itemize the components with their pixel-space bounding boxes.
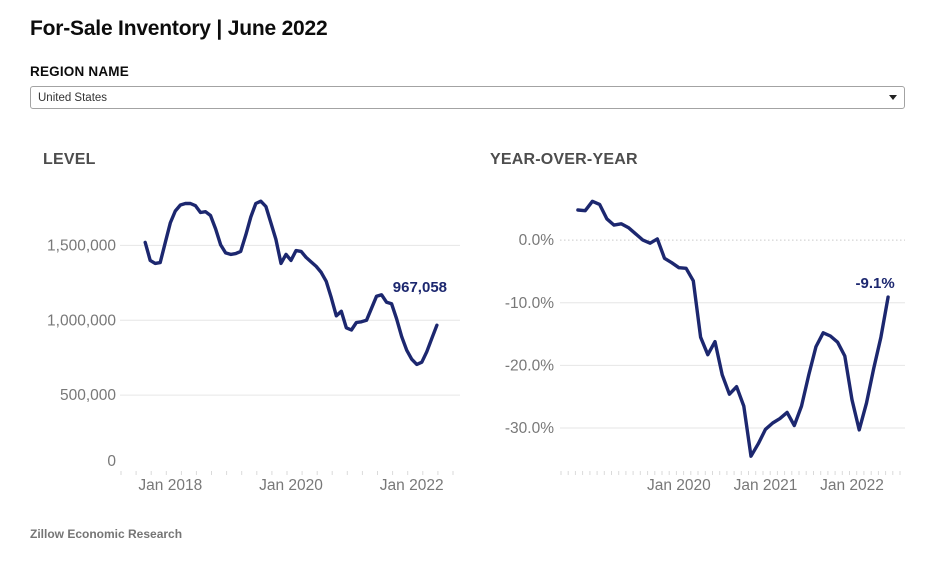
svg-text:967,058: 967,058 bbox=[393, 279, 447, 296]
svg-text:Jan 2018: Jan 2018 bbox=[138, 477, 202, 494]
svg-text:Jan 2022: Jan 2022 bbox=[820, 477, 884, 494]
svg-text:Jan 2022: Jan 2022 bbox=[380, 477, 444, 494]
svg-text:0.0%: 0.0% bbox=[519, 232, 555, 249]
svg-text:-30.0%: -30.0% bbox=[505, 420, 554, 437]
source-attribution: Zillow Economic Research bbox=[30, 527, 183, 541]
svg-text:-9.1%: -9.1% bbox=[856, 275, 895, 292]
yoy-chart-title: YEAR-OVER-YEAR bbox=[490, 151, 638, 168]
svg-text:1,000,000: 1,000,000 bbox=[47, 312, 116, 329]
svg-text:1,500,000: 1,500,000 bbox=[47, 237, 116, 254]
page-title: For-Sale Inventory | June 2022 bbox=[30, 17, 328, 40]
chevron-down-icon bbox=[889, 95, 897, 100]
svg-text:Jan 2021: Jan 2021 bbox=[734, 477, 798, 494]
svg-text:Jan 2020: Jan 2020 bbox=[647, 477, 711, 494]
svg-text:500,000: 500,000 bbox=[60, 387, 116, 404]
svg-text:0: 0 bbox=[107, 453, 116, 470]
svg-text:-10.0%: -10.0% bbox=[505, 295, 554, 312]
region-select[interactable]: United States bbox=[30, 86, 905, 109]
svg-text:Jan 2020: Jan 2020 bbox=[259, 477, 323, 494]
region-select-value: United States bbox=[38, 91, 108, 104]
svg-text:-20.0%: -20.0% bbox=[505, 357, 554, 374]
yoy-chart: 0.0% -10.0% -20.0% -30.0% Jan 2020 Jan 2021 Ja… bbox=[505, 199, 905, 494]
level-chart: 0 500,000 1,000,000 1,500,000 Jan 2018 Jan 20… bbox=[47, 199, 460, 494]
level-chart-title: LEVEL bbox=[43, 151, 96, 168]
region-name-label: REGION NAME bbox=[30, 64, 129, 79]
